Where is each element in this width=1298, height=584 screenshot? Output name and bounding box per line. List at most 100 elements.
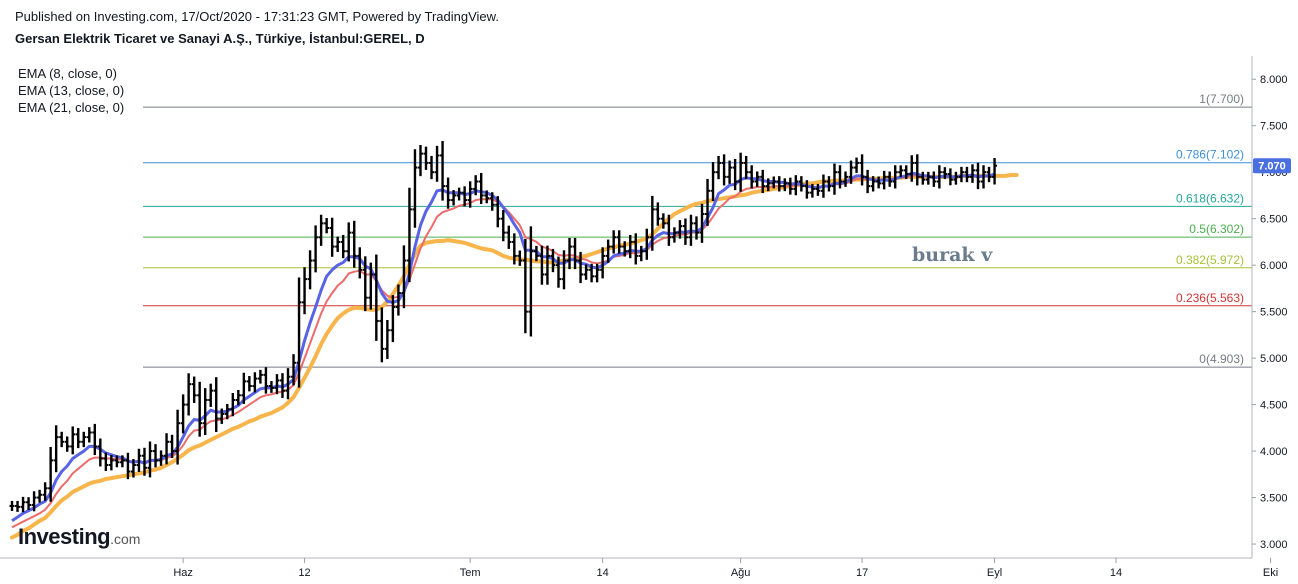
ohlc-bar [390, 295, 396, 343]
ohlc-bar [213, 377, 219, 433]
ohlc-bar [787, 177, 793, 195]
x-axis[interactable]: Haz12Tem14Ağu17Eyl14Eki14Kas13 [173, 558, 1298, 579]
ohlc-bar [53, 425, 59, 473]
ohlc-bar [611, 230, 617, 254]
ohlc-bar [191, 376, 197, 403]
ohlc-bar [412, 149, 418, 228]
ohlc-bar [158, 450, 164, 466]
ohlc-bar [257, 369, 263, 384]
ohlc-bar [600, 247, 606, 279]
ohlc-bar [815, 183, 821, 196]
last-price-tag: 7.070 [1253, 158, 1291, 174]
ohlc-bar [86, 427, 92, 443]
ohlc-bar [605, 239, 611, 263]
ohlc-bar [522, 238, 528, 334]
ohlc-bar [175, 409, 181, 465]
ohlc-bar [362, 256, 368, 312]
ohlc-bar [153, 444, 159, 468]
ohlc-bar [732, 158, 738, 191]
ohlc-bar [279, 373, 285, 398]
x-tick-label: Tem [460, 567, 481, 579]
ohlc-bar [936, 165, 942, 189]
y-tick-label: 3.500 [1260, 493, 1288, 505]
fib-level-label: 0.786(7.102) [1176, 148, 1244, 162]
ohlc-bar [489, 192, 495, 211]
ohlc-bar [506, 225, 512, 249]
symbol-title: Gersan Elektrik Ticaret ve Sanayi A.Ş., … [15, 31, 425, 46]
ohlc-bar [782, 178, 788, 192]
ohlc-bar [423, 146, 429, 170]
legend-ema13[interactable]: EMA (13, close, 0) [18, 83, 125, 98]
ohlc-bar [246, 376, 252, 392]
ohlc-bar [351, 220, 357, 268]
ohlc-bar [721, 154, 727, 186]
fib-level-label: 0.382(5.972) [1176, 253, 1244, 267]
ohlc-bar [765, 178, 771, 192]
ohlc-bar [589, 263, 595, 283]
ohlc-bar [75, 428, 81, 449]
ohlc-bar [583, 264, 589, 280]
ohlc-bar [555, 256, 561, 288]
ohlc-bar [958, 166, 964, 183]
y-tick-label: 8.000 [1260, 74, 1288, 86]
watermark-author: burak v [912, 244, 993, 266]
published-note: Published on Investing.com, 17/Oct/2020 … [15, 9, 499, 24]
ohlc-bar [208, 383, 214, 407]
ohlc-bar [252, 372, 258, 393]
y-tick-label: 6.000 [1260, 260, 1288, 272]
ohlc-bar [346, 222, 352, 262]
ohlc-bar [511, 233, 517, 265]
ohlc-bar [15, 500, 21, 512]
ohlc-bar [42, 482, 48, 501]
ohlc-bar [186, 373, 192, 416]
ohlc-bar [373, 254, 379, 341]
legend-ema21[interactable]: EMA (21, close, 0) [18, 100, 125, 115]
ohlc-bar [826, 176, 832, 192]
ohlc-bar [357, 247, 363, 279]
legend-ema8[interactable]: EMA (8, close, 0) [18, 66, 117, 81]
ohlc-bar [417, 145, 423, 177]
ohlc-bar [48, 446, 54, 502]
ohlc-bar [136, 448, 142, 473]
ohlc-bar [340, 234, 346, 259]
ema21-line [10, 173, 1019, 540]
ohlc-bar [235, 389, 241, 406]
y-tick-label: 6.500 [1260, 214, 1288, 226]
ohlc-bar [865, 169, 871, 194]
ohlc-bar [638, 245, 644, 262]
ohlc-bar [820, 174, 826, 198]
ohlc-bar [169, 434, 175, 459]
ohlc-bar [274, 374, 280, 395]
ohlc-bar [859, 154, 865, 186]
ohlc-bar [224, 403, 230, 420]
ohlc-bar [743, 155, 749, 180]
fib-level-label: 1(7.700) [1199, 92, 1244, 106]
ohlc-bar [981, 165, 987, 189]
ohlc-bar [843, 171, 849, 187]
ohlc-bar [716, 155, 722, 180]
ohlc-bar [31, 491, 37, 512]
ohlc-bar [119, 455, 125, 468]
ohlc-bar [627, 234, 633, 259]
ohlc-bar [395, 284, 401, 316]
y-axis[interactable]: 3.000 3.500 4.000 4.500 5.000 5.500 6.000 6.500… [1252, 74, 1288, 551]
ohlc-bar [699, 203, 705, 243]
ohlc-bar [164, 433, 170, 465]
ohlc-bar [307, 250, 313, 290]
ohlc-bar [887, 171, 893, 187]
ohlc-bar [81, 431, 87, 448]
y-tick-label: 5.000 [1260, 353, 1288, 365]
ohlc-bar [710, 161, 716, 202]
ohlc-bar [141, 447, 147, 476]
ohlc-bar [876, 176, 882, 189]
ohlc-bar [313, 225, 319, 273]
y-tick-label: 5.500 [1260, 307, 1288, 319]
ohlc-bar [20, 496, 26, 513]
ohlc-bar [291, 354, 297, 386]
ohlc-bar [324, 217, 330, 234]
fib-level-label: 0(4.903) [1199, 352, 1244, 366]
ohlc-bar [539, 245, 545, 285]
ohlc-bar [644, 228, 650, 260]
y-tick-label: 4.500 [1260, 400, 1288, 412]
